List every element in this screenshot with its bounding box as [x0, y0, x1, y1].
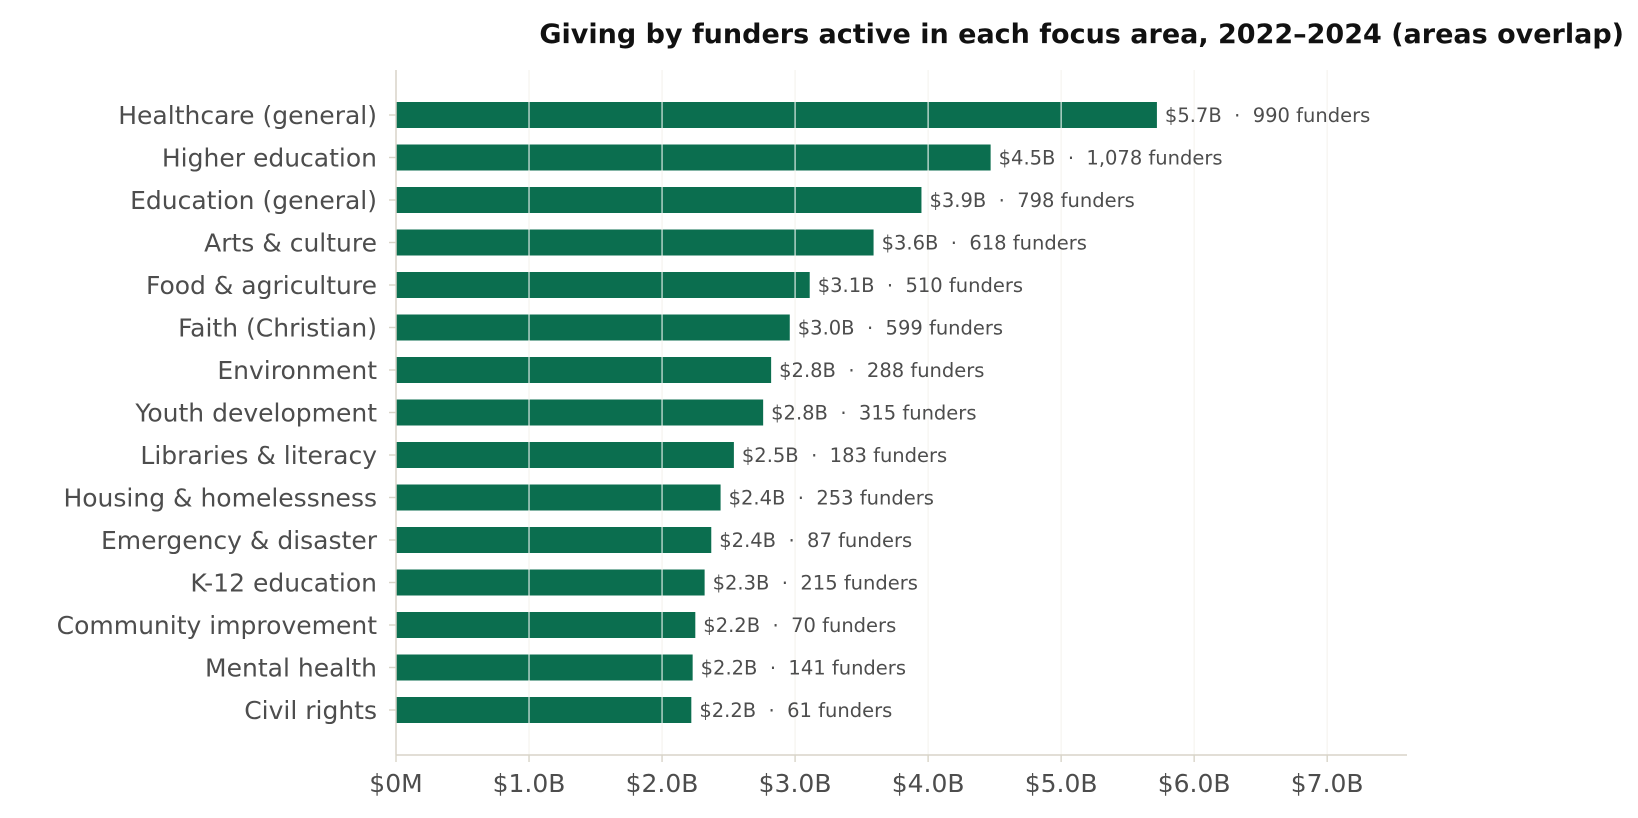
x-tick-label: $4.0B [892, 769, 965, 798]
category-label: Arts & culture [204, 229, 377, 258]
data-label: $2.8B · 288 funders [779, 359, 984, 382]
data-label: $4.5B · 1,078 funders [999, 147, 1223, 170]
data-label: $2.2B · 141 funders [701, 657, 906, 680]
bar [396, 654, 693, 681]
category-label: Housing & homelessness [63, 484, 377, 513]
bar [396, 272, 810, 298]
x-tick-label: $2.0B [626, 769, 699, 798]
data-label: $5.7B · 990 funders [1165, 104, 1370, 127]
category-label: Food & agriculture [146, 271, 377, 300]
category-label: Education (general) [130, 186, 377, 215]
bar [396, 314, 790, 341]
category-label: Higher education [162, 144, 377, 173]
category-label: Faith (Christian) [178, 314, 377, 343]
chart-title: Giving by funders active in each focus a… [539, 19, 1624, 50]
bar [396, 399, 764, 426]
category-label: Libraries & literacy [140, 441, 377, 470]
bars [396, 70, 1328, 755]
x-tick-label: $3.0B [759, 769, 832, 798]
bar [396, 697, 692, 723]
bar [396, 229, 874, 256]
category-label: Youth development [134, 399, 377, 428]
bar [396, 187, 922, 213]
data-label: $2.5B · 183 funders [742, 444, 947, 467]
x-tick-label: $5.0B [1025, 769, 1098, 798]
data-label: $2.4B · 253 funders [729, 487, 934, 510]
bar [396, 357, 772, 383]
bar [396, 102, 1157, 128]
data-label: $3.9B · 798 funders [929, 189, 1134, 212]
category-label: Community improvement [57, 611, 378, 640]
data-label: $3.0B · 599 funders [798, 317, 1003, 340]
category-label: Environment [217, 356, 377, 385]
category-label: Healthcare (general) [118, 101, 377, 130]
data-label: $2.8B · 315 funders [771, 402, 976, 425]
bar [396, 612, 696, 638]
bar [396, 569, 705, 596]
data-label: $2.2B · 61 funders [699, 699, 892, 722]
bar [396, 527, 712, 553]
bar [396, 144, 991, 171]
category-label: Civil rights [244, 696, 377, 725]
x-tick-label: $6.0B [1158, 769, 1231, 798]
x-tick-label: $1.0B [493, 769, 566, 798]
category-label: Mental health [205, 654, 377, 683]
x-tick-label: $7.0B [1291, 769, 1364, 798]
bar [396, 484, 721, 511]
category-label: Emergency & disaster [101, 526, 378, 555]
data-label: $2.4B · 87 funders [719, 529, 912, 552]
data-label: $2.2B · 70 funders [703, 614, 896, 637]
data-label: $2.3B · 215 funders [713, 572, 918, 595]
data-label: $3.6B · 618 funders [882, 232, 1087, 255]
bar [396, 442, 734, 468]
category-label: K-12 education [190, 569, 377, 598]
x-tick-label: $0M [369, 769, 422, 798]
data-label: $3.1B · 510 funders [818, 274, 1023, 297]
labels: $0M $1.0B $2.0B $3.0B $4.0B $5.0B $6.0B $7.0B He… [57, 101, 1371, 798]
